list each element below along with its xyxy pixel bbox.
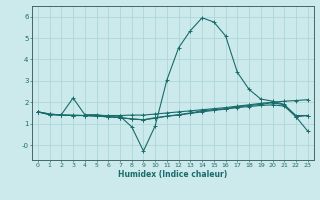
- X-axis label: Humidex (Indice chaleur): Humidex (Indice chaleur): [118, 170, 228, 179]
